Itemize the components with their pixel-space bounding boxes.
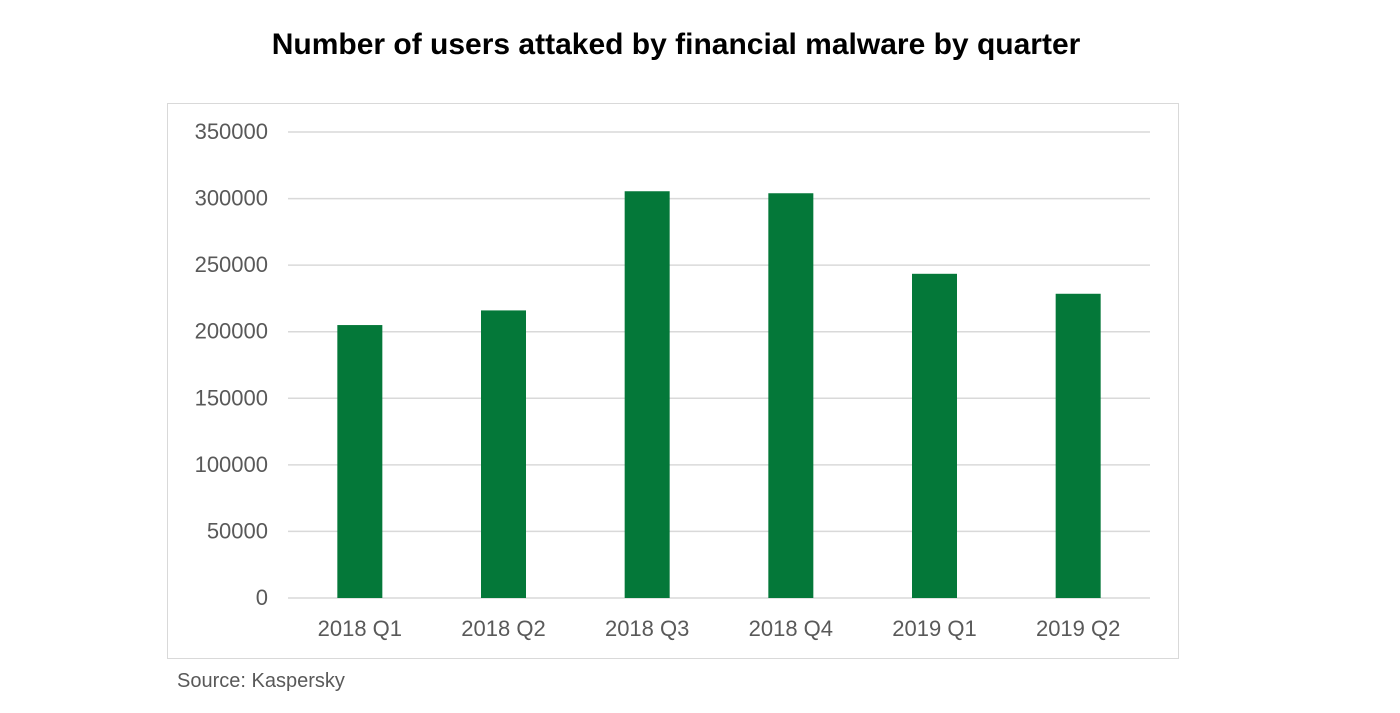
bar [1055,293,1101,598]
x-tick-label: 2018 Q3 [605,616,689,641]
x-tick-label: 2018 Q1 [318,616,402,641]
y-tick-label: 300000 [195,186,268,211]
bar [912,273,957,598]
bar [768,193,814,598]
y-tick-label: 50000 [207,518,268,543]
x-axis-ticks: 2018 Q1 2018 Q2 2018 Q3 2018 Q4 2019 Q1 2019 … [318,616,1121,641]
x-tick-label: 2019 Q1 [892,616,976,641]
y-tick-label: 0 [256,585,268,610]
y-tick-label: 150000 [195,385,268,410]
bar [337,325,383,598]
bars [337,191,1101,598]
gridlines [288,131,1150,599]
y-tick-label: 250000 [195,252,268,277]
source-note: Source: Kaspersky [177,670,345,692]
y-axis-ticks: 0 50000 100000 150000 200000 250000 300000 3500… [195,119,268,610]
y-tick-label: 200000 [195,319,268,344]
y-tick-label: 350000 [195,119,268,144]
y-tick-label: 100000 [195,452,268,477]
bar [481,310,526,598]
x-tick-label: 2018 Q4 [749,616,833,641]
bar [624,191,670,598]
chart-title: Number of users attaked by financial mal… [271,28,1081,61]
chart-frame [167,103,1179,659]
x-tick-label: 2019 Q2 [1036,616,1120,641]
x-tick-label: 2018 Q2 [461,616,545,641]
